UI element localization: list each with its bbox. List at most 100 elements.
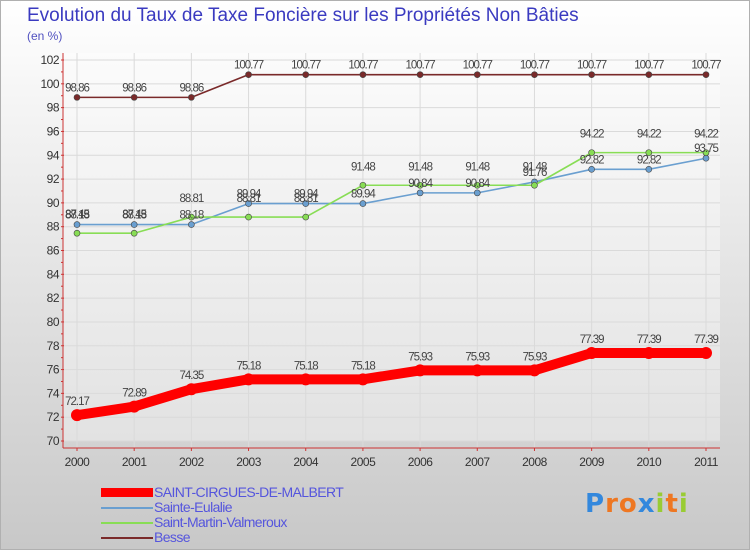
series-line-saint-martin-valmeroux — [76, 151, 707, 235]
y-tick-label: 80 — [47, 315, 60, 329]
series-line-besse — [76, 73, 707, 99]
data-point — [245, 200, 252, 207]
legend-swatch — [101, 537, 153, 539]
data-label: 88.81 — [294, 193, 318, 205]
data-point — [588, 165, 595, 173]
data-label: 100.77 — [405, 60, 435, 72]
data-label: 88.81 — [237, 193, 261, 205]
data-label: 77.39 — [637, 334, 661, 346]
data-label: 98.86 — [179, 82, 203, 94]
data-point — [245, 213, 252, 221]
x-tick-label: 2009 — [579, 455, 605, 469]
x-tick-label: 2007 — [465, 455, 491, 469]
data-label: 75.18 — [351, 360, 375, 372]
data-label: 94.22 — [580, 129, 604, 141]
data-label: 93.75 — [694, 143, 718, 155]
data-label: 91.48 — [408, 161, 432, 173]
data-point — [416, 189, 424, 197]
data-label: 77.39 — [580, 334, 604, 346]
data-label: 75.18 — [237, 360, 261, 372]
x-tick-label: 2003 — [236, 455, 262, 469]
data-point — [130, 94, 138, 101]
y-tick-label: 102 — [40, 53, 59, 67]
data-label: 89.94 — [294, 189, 319, 201]
legend-label: Sainte-Eulalie — [154, 499, 233, 515]
data-point — [245, 71, 252, 78]
logo-letter: t — [665, 489, 679, 519]
data-label: 87.45 — [122, 209, 146, 221]
data-label: 88.18 — [179, 210, 203, 222]
data-point — [188, 94, 195, 101]
x-tick-label: 2005 — [351, 455, 377, 469]
data-label: 94.22 — [637, 129, 661, 141]
y-tick-label: 78 — [47, 339, 60, 353]
y-tick-label: 86 — [47, 244, 60, 258]
x-tick-label: 2004 — [293, 455, 319, 469]
x-tick-label: 2006 — [408, 455, 434, 469]
chart-title: Evolution du Taux de Taxe Foncière sur l… — [27, 5, 579, 26]
data-point — [471, 364, 484, 377]
data-label: 98.86 — [122, 82, 146, 94]
data-point — [128, 400, 141, 413]
logo-letter: i — [655, 489, 666, 519]
data-label: 77.39 — [694, 334, 718, 346]
y-tick-label: 92 — [47, 172, 60, 186]
data-point — [416, 71, 424, 78]
data-point — [130, 221, 138, 228]
y-tick-label: 76 — [47, 363, 60, 377]
data-point — [528, 364, 541, 377]
legend-label: Besse — [154, 529, 191, 545]
data-point — [188, 221, 195, 228]
data-label: 98.86 — [65, 82, 89, 94]
data-label: 88.18 — [122, 210, 146, 222]
data-label: 90.84 — [408, 178, 433, 190]
data-point — [414, 364, 427, 377]
data-point — [73, 221, 81, 228]
data-label: 100.77 — [634, 60, 664, 72]
data-point — [359, 181, 367, 189]
data-point — [700, 347, 712, 360]
data-point — [73, 94, 81, 101]
y-tick-label: 82 — [47, 291, 60, 305]
logo-letter: i — [678, 489, 689, 519]
logo-letter: r — [605, 489, 619, 519]
data-label: 91.48 — [351, 161, 375, 173]
y-tick-label: 98 — [47, 101, 60, 115]
data-point — [188, 213, 195, 221]
data-label: 100.77 — [691, 60, 721, 72]
y-tick-label: 72 — [47, 410, 60, 424]
data-point — [531, 181, 538, 189]
y-tick-label: 74 — [47, 386, 60, 400]
data-point — [416, 181, 424, 189]
data-label: 88.18 — [65, 210, 89, 222]
series-line-sainte-eulalie — [76, 157, 707, 226]
data-label: 100.77 — [520, 60, 550, 72]
data-point — [642, 347, 655, 360]
data-label: 89.94 — [237, 189, 262, 201]
data-label: 75.93 — [465, 351, 489, 363]
data-point — [356, 373, 369, 386]
y-tick-label: 90 — [47, 196, 60, 210]
data-label: 91.76 — [523, 167, 547, 179]
y-tick-label: 100 — [40, 77, 59, 91]
x-tick-label: 2001 — [122, 455, 148, 469]
data-label: 75.93 — [523, 351, 547, 363]
data-label: 89.94 — [351, 189, 376, 201]
data-point — [73, 229, 81, 237]
logo-letter: x — [637, 489, 656, 519]
data-point — [702, 149, 710, 156]
legend-swatch — [101, 507, 153, 509]
data-label: 100.77 — [291, 60, 321, 72]
data-point — [473, 189, 481, 197]
data-label: 100.77 — [577, 60, 607, 72]
data-label: 94.22 — [694, 129, 718, 141]
data-label: 100.77 — [463, 60, 493, 72]
data-label: 92.82 — [637, 154, 661, 166]
data-label: 72.17 — [65, 396, 89, 408]
data-point — [588, 149, 595, 156]
data-point — [359, 200, 367, 207]
plot-area — [63, 53, 720, 441]
x-tick-label: 2008 — [522, 455, 548, 469]
data-label: 92.82 — [580, 154, 604, 166]
